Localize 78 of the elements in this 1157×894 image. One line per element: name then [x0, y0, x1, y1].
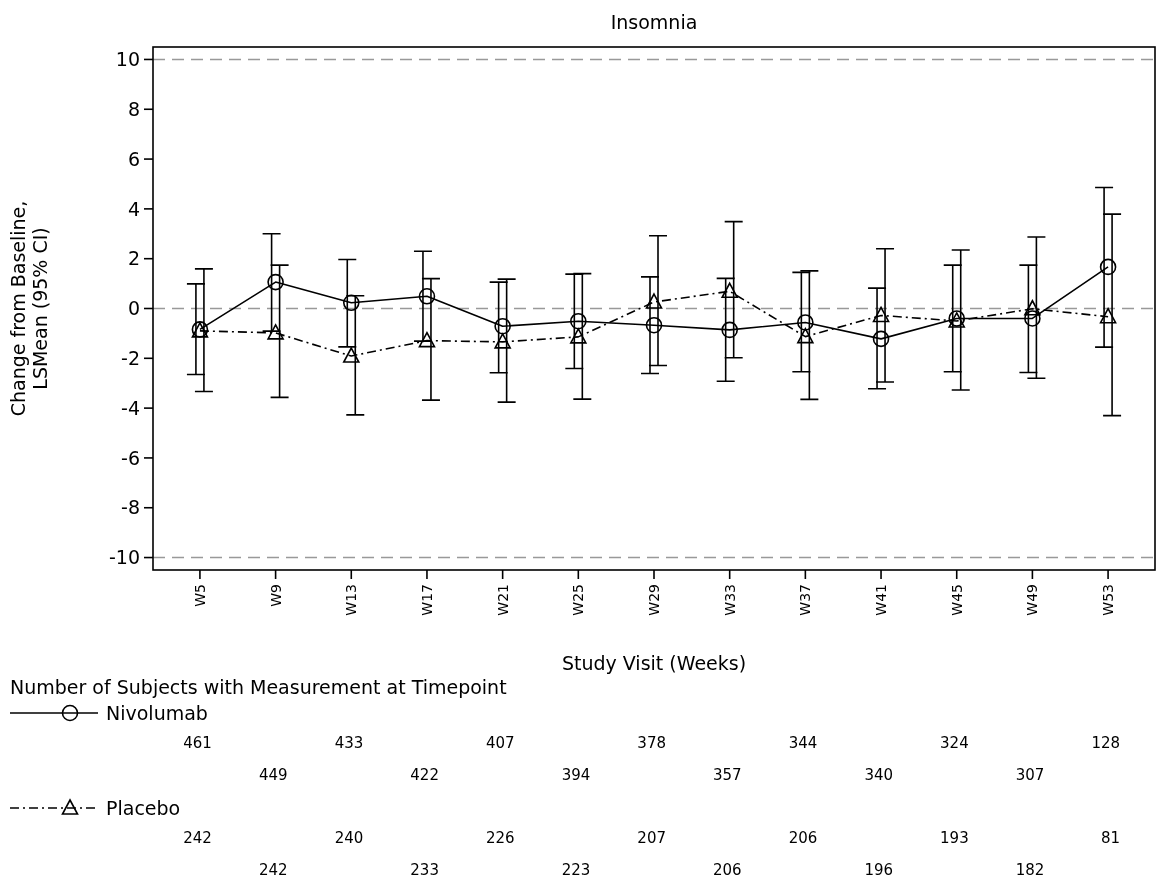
y-tick-label: 8	[127, 97, 140, 120]
point	[267, 273, 284, 291]
point	[570, 312, 587, 330]
y-tick-label: 10	[115, 48, 140, 71]
point	[494, 317, 511, 335]
point	[342, 294, 360, 312]
x-tick-label: W5	[191, 584, 208, 607]
text: 128	[1091, 734, 1121, 752]
x-tick-label: W9	[267, 584, 284, 607]
point	[721, 321, 738, 339]
y-axis-title: Change from Baseline, LSMean (95% CI)	[6, 200, 52, 417]
text: 461	[183, 734, 212, 752]
y-tick-label: -6	[121, 446, 140, 469]
chart-title: Insomnia	[610, 11, 698, 33]
legend-label: Placebo	[106, 796, 181, 819]
point	[872, 330, 890, 348]
text: 433	[334, 734, 364, 752]
text: 223	[561, 861, 591, 879]
text: 357	[713, 766, 742, 784]
text: 307	[1015, 766, 1045, 784]
x-tick-label: W13	[343, 584, 360, 616]
y-tick-label: 2	[127, 247, 140, 270]
text: 422	[410, 766, 439, 784]
point	[1099, 258, 1117, 276]
text: 378	[637, 734, 666, 752]
point	[872, 306, 890, 323]
y-tick-label: 0	[127, 297, 140, 320]
x-tick-label: W45	[948, 584, 965, 616]
y-tick-label: -10	[108, 546, 140, 569]
point	[494, 333, 511, 349]
point	[418, 288, 436, 305]
x-tick-label: W33	[721, 584, 738, 616]
point	[645, 293, 663, 309]
y-tick-label: 4	[127, 197, 140, 220]
y-tick-label: -2	[121, 346, 140, 369]
text: 193	[940, 829, 969, 847]
point	[721, 282, 738, 299]
x-tick-label: W25	[570, 584, 587, 616]
point	[342, 347, 360, 363]
text: Number of Subjects with Measurement at Timepoint	[10, 676, 507, 698]
text: 81	[1100, 829, 1121, 847]
text: 206	[713, 861, 742, 879]
point	[1024, 299, 1041, 316]
point	[1024, 310, 1041, 327]
text: 324	[940, 734, 969, 752]
point	[797, 314, 814, 331]
text: 242	[183, 829, 212, 847]
point	[418, 331, 436, 348]
text: 182	[1015, 861, 1045, 879]
text: 196	[864, 861, 894, 879]
point	[570, 328, 587, 344]
x-tick-label: W17	[418, 584, 435, 616]
x-tick-label: W37	[797, 584, 814, 616]
point	[797, 327, 814, 344]
x-tick-label: W41	[872, 584, 889, 616]
text: 407	[486, 734, 515, 752]
x-axis-title: Study Visit (Weeks)	[561, 652, 747, 674]
y-tick-label: -4	[121, 396, 140, 419]
x-tick-label: W49	[1024, 584, 1041, 616]
x-tick-label: W53	[1099, 584, 1116, 616]
x-tick-label: W21	[494, 584, 511, 616]
text: 206	[788, 829, 818, 847]
text: 340	[864, 766, 894, 784]
text: 242	[258, 861, 288, 879]
text: 449	[258, 766, 288, 784]
text: 207	[637, 829, 666, 847]
legend-label: Nivolumab	[106, 701, 208, 724]
text: 240	[334, 829, 364, 847]
text: 226	[486, 829, 515, 847]
y-tick-label: -8	[121, 496, 140, 519]
y-tick-label: 6	[127, 147, 140, 170]
point	[645, 316, 663, 334]
point	[267, 324, 284, 340]
point	[1099, 307, 1117, 324]
text: 394	[561, 766, 591, 784]
text: 233	[410, 861, 439, 879]
x-tick-label: W29	[645, 584, 662, 616]
text: 344	[788, 734, 818, 752]
